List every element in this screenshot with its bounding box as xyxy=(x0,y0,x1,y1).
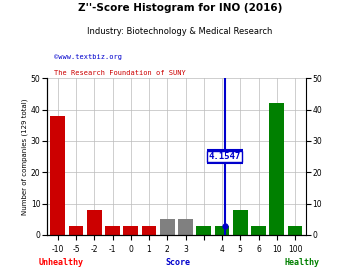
Bar xyxy=(215,225,229,235)
Text: Score: Score xyxy=(166,258,191,266)
Bar xyxy=(233,210,248,235)
Y-axis label: Number of companies (129 total): Number of companies (129 total) xyxy=(22,98,28,215)
Bar xyxy=(251,225,266,235)
Bar xyxy=(288,225,302,235)
Bar xyxy=(270,103,284,235)
Text: Industry: Biotechnology & Medical Research: Industry: Biotechnology & Medical Resear… xyxy=(87,27,273,36)
Bar xyxy=(69,225,83,235)
Bar xyxy=(105,225,120,235)
Text: The Research Foundation of SUNY: The Research Foundation of SUNY xyxy=(54,70,186,76)
Text: 4.1547: 4.1547 xyxy=(209,152,241,161)
Text: Z''-Score Histogram for INO (2016): Z''-Score Histogram for INO (2016) xyxy=(78,3,282,13)
Text: Healthy: Healthy xyxy=(285,258,320,266)
Bar xyxy=(142,225,156,235)
Bar xyxy=(87,210,102,235)
Bar xyxy=(123,225,138,235)
Text: ©www.textbiz.org: ©www.textbiz.org xyxy=(54,54,122,60)
Text: Unhealthy: Unhealthy xyxy=(39,258,84,266)
Bar xyxy=(178,219,193,235)
Bar xyxy=(197,225,211,235)
Bar xyxy=(160,219,175,235)
Bar xyxy=(50,116,65,235)
